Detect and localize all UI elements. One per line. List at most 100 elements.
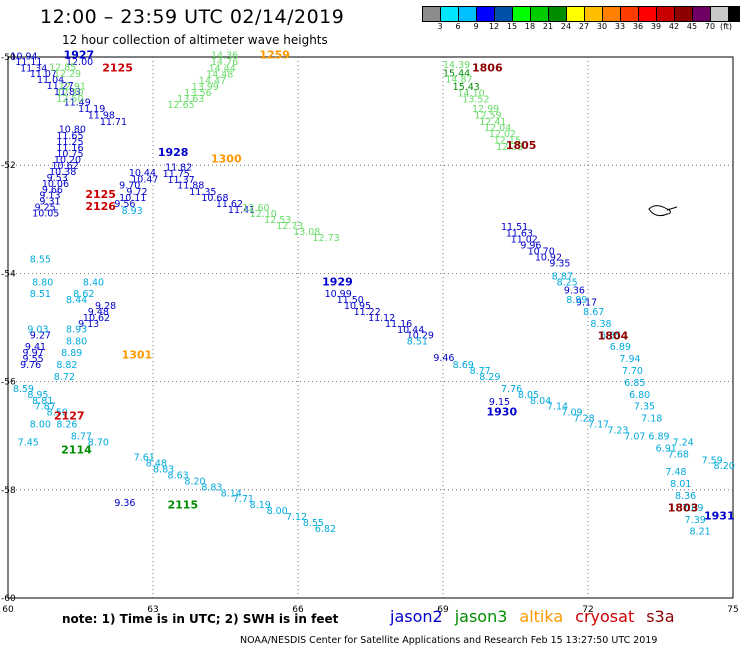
wave-height-value: 7.35 bbox=[634, 402, 655, 413]
wave-height-value: 11.65 bbox=[56, 131, 83, 142]
wave-height-value: 9.70 bbox=[119, 180, 140, 191]
wave-height-value: 7.48 bbox=[665, 467, 686, 478]
pass-time-label: 1804 bbox=[598, 329, 629, 342]
wave-height-value: 8.72 bbox=[54, 372, 75, 383]
wave-height-value: 9.53 bbox=[47, 173, 68, 184]
wave-height-value: 9.96 bbox=[520, 241, 541, 252]
wave-height-value: 9.76 bbox=[20, 360, 41, 371]
color-scale bbox=[422, 6, 740, 22]
wave-height-value: 10.06 bbox=[42, 179, 69, 190]
wave-height-value: 8.25 bbox=[557, 277, 578, 288]
wave-height-value: 8.77 bbox=[71, 431, 92, 442]
wave-height-value: 9.13 bbox=[39, 191, 60, 202]
wave-height-value: 9.97 bbox=[23, 348, 44, 359]
wave-height-value: 11.37 bbox=[168, 175, 195, 186]
pass-time-label: 2115 bbox=[168, 499, 199, 512]
wave-height-value: 9.72 bbox=[126, 187, 147, 198]
wave-height-value: 8.36 bbox=[675, 491, 696, 502]
wave-height-value: 8.59 bbox=[13, 384, 34, 395]
wave-height-value: 11.50 bbox=[337, 295, 364, 306]
wave-height-value: 7.94 bbox=[619, 354, 640, 365]
wave-height-value: 10.62 bbox=[52, 161, 79, 172]
wave-height-value: 11.41 bbox=[228, 205, 255, 216]
wave-height-value: 11.16 bbox=[56, 143, 83, 154]
wave-height-value: 7.17 bbox=[588, 420, 609, 431]
wave-height-value: 8.21 bbox=[690, 527, 711, 538]
wave-height-value: 7.14 bbox=[547, 402, 568, 413]
wave-height-value: 11.25 bbox=[56, 137, 83, 148]
wave-height-value: 8.81 bbox=[32, 396, 53, 407]
wave-height-value: 8.19 bbox=[250, 500, 271, 511]
wave-height-value: 10.70 bbox=[528, 246, 555, 257]
wave-height-value: 12.99 bbox=[472, 104, 499, 115]
scale-swatch bbox=[585, 7, 603, 21]
wave-height-value: 6.82 bbox=[315, 524, 336, 535]
wave-height-value: 11.49 bbox=[64, 98, 91, 109]
wave-height-value: 9.03 bbox=[27, 324, 48, 335]
wave-height-value: 13.08 bbox=[293, 227, 320, 238]
wave-height-value: 11.71 bbox=[100, 117, 127, 128]
wave-height-value: 11.63 bbox=[506, 229, 533, 240]
wave-height-value: 12.15 bbox=[494, 136, 521, 147]
scale-swatch bbox=[531, 7, 549, 21]
wave-height-value: 8.55 bbox=[303, 518, 324, 529]
scale-swatch bbox=[459, 7, 477, 21]
scale-label: 21 bbox=[542, 22, 554, 31]
wave-height-value: 14.44 bbox=[209, 64, 236, 75]
wave-height-value: 8.89 bbox=[61, 348, 82, 359]
wave-height-value: 8.50 bbox=[47, 408, 68, 419]
scale-label: 9 bbox=[473, 22, 479, 31]
wave-height-value: 11.19 bbox=[78, 104, 105, 115]
scale-label: 33 bbox=[614, 22, 626, 31]
scale-label: 39 bbox=[650, 22, 662, 31]
page-subtitle: 12 hour collection of altimeter wave hei… bbox=[62, 33, 328, 47]
wave-height-value: 11.98 bbox=[88, 111, 115, 122]
wave-height-value: 10.47 bbox=[131, 175, 158, 186]
scale-label: 27 bbox=[578, 22, 590, 31]
wave-height-value: 8.55 bbox=[30, 255, 51, 266]
scale-swatch bbox=[639, 7, 657, 21]
scale-label: 12 bbox=[488, 22, 500, 31]
wave-height-value: 12.29 bbox=[54, 69, 81, 80]
scale-swatch bbox=[621, 7, 639, 21]
wave-height-value: 12.53 bbox=[264, 215, 291, 226]
scale-swatch bbox=[603, 7, 621, 21]
wave-height-value: 7.23 bbox=[607, 426, 628, 437]
wave-height-value: 11.51 bbox=[501, 222, 528, 233]
scale-swatch bbox=[477, 7, 495, 21]
wave-height-value: 10.29 bbox=[407, 330, 434, 341]
scale-swatch bbox=[567, 7, 585, 21]
pass-time-label: 1803 bbox=[668, 501, 699, 514]
wave-height-value: 8.05 bbox=[518, 390, 539, 401]
wave-height-value: 8.95 bbox=[27, 390, 48, 401]
wave-height-value: 12.33 bbox=[496, 142, 523, 153]
wave-height-value: 10.99 bbox=[325, 289, 352, 300]
lon-tick-label: 69 bbox=[437, 605, 449, 615]
wave-height-value: 14.10 bbox=[458, 88, 485, 99]
scale-swatch bbox=[693, 7, 711, 21]
wave-height-value: 14.36 bbox=[211, 51, 238, 62]
wave-height-value: 10.94 bbox=[10, 52, 37, 63]
lon-tick-label: 75 bbox=[727, 605, 738, 615]
footer-credit: NOAA/NESDIS Center for Satellite Applica… bbox=[240, 635, 658, 646]
wave-height-value: 11.83 bbox=[54, 87, 81, 98]
wave-height-value: 6.89 bbox=[610, 342, 631, 353]
legend-altika: altika bbox=[519, 607, 564, 626]
wave-height-value: 12.30 bbox=[56, 88, 83, 99]
scale-label: 18 bbox=[524, 22, 536, 31]
wave-height-value: 8.80 bbox=[66, 336, 87, 347]
scale-swatch bbox=[657, 7, 675, 21]
scale-label: 6 bbox=[455, 22, 461, 31]
wave-height-value: 11.88 bbox=[177, 180, 204, 191]
wave-height-value: 6.80 bbox=[629, 390, 650, 401]
wave-height-value: 10.92 bbox=[535, 252, 562, 263]
wave-height-value: 7.09 bbox=[561, 408, 582, 419]
legend-jason3: jason3 bbox=[454, 607, 508, 626]
wave-height-value: 12.10 bbox=[250, 209, 277, 220]
wave-height-value: 8.70 bbox=[88, 437, 109, 448]
pass-time-label: 1928 bbox=[158, 146, 189, 159]
wave-height-value: 8.14 bbox=[221, 488, 242, 499]
pass-time-label: 2126 bbox=[85, 200, 116, 213]
legend-s3a: s3a bbox=[646, 607, 675, 626]
